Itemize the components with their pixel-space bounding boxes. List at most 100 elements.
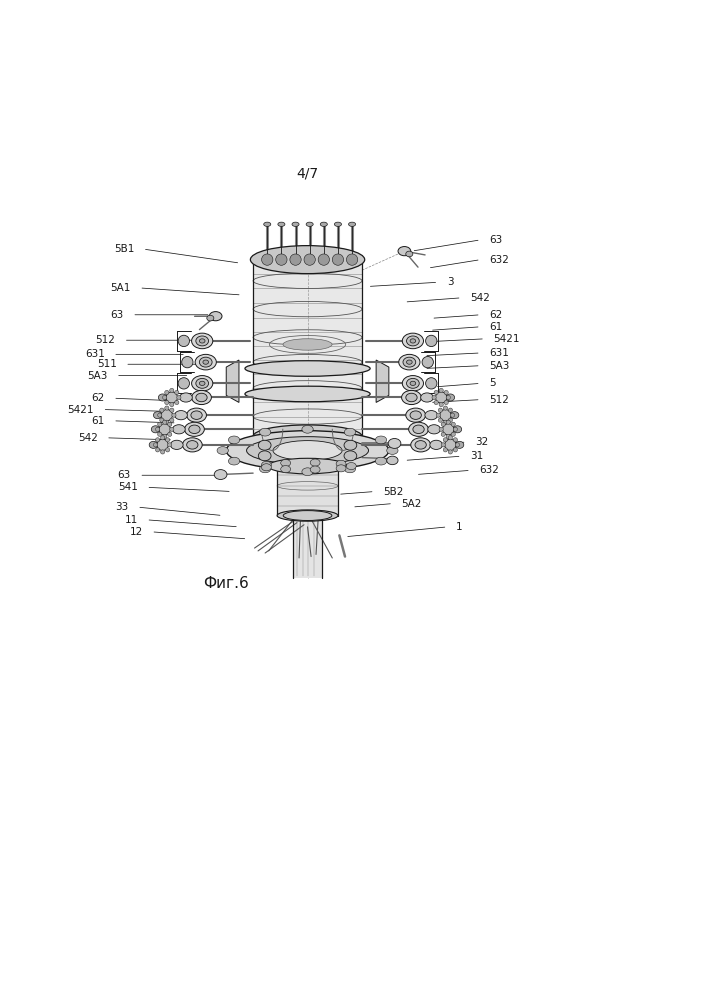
Ellipse shape [436, 392, 447, 403]
Ellipse shape [406, 251, 413, 257]
Text: 62: 62 [489, 310, 503, 320]
Ellipse shape [411, 438, 431, 452]
Circle shape [163, 434, 167, 438]
Circle shape [446, 395, 450, 400]
Circle shape [165, 406, 169, 410]
Text: 5421: 5421 [493, 334, 520, 344]
Ellipse shape [446, 394, 455, 401]
Text: 3: 3 [447, 277, 453, 287]
Ellipse shape [151, 426, 160, 433]
Ellipse shape [336, 460, 346, 467]
Ellipse shape [283, 339, 332, 350]
Ellipse shape [428, 425, 440, 434]
Circle shape [455, 443, 460, 447]
Ellipse shape [259, 428, 271, 436]
Ellipse shape [247, 437, 368, 464]
Circle shape [160, 450, 165, 454]
Circle shape [422, 356, 433, 368]
Text: 32: 32 [475, 437, 489, 447]
Ellipse shape [189, 425, 200, 434]
Ellipse shape [413, 425, 424, 434]
Text: 61: 61 [91, 416, 105, 426]
Ellipse shape [185, 422, 204, 436]
Ellipse shape [228, 457, 240, 465]
Ellipse shape [262, 461, 271, 468]
Ellipse shape [407, 378, 419, 388]
Ellipse shape [149, 441, 158, 448]
Text: 5A2: 5A2 [402, 499, 422, 509]
Circle shape [165, 438, 170, 442]
Circle shape [439, 427, 443, 431]
Ellipse shape [226, 431, 389, 470]
Ellipse shape [196, 393, 207, 402]
Polygon shape [376, 360, 389, 402]
Ellipse shape [206, 315, 214, 321]
Ellipse shape [440, 410, 451, 421]
Circle shape [438, 418, 443, 422]
Ellipse shape [375, 436, 387, 444]
Ellipse shape [310, 459, 320, 466]
Circle shape [453, 438, 457, 442]
Circle shape [438, 408, 443, 412]
Ellipse shape [320, 222, 327, 226]
Ellipse shape [344, 451, 357, 461]
Ellipse shape [192, 376, 213, 391]
Ellipse shape [410, 381, 416, 385]
Ellipse shape [245, 386, 370, 402]
Ellipse shape [409, 422, 428, 436]
Ellipse shape [425, 411, 438, 420]
Circle shape [443, 448, 448, 452]
Ellipse shape [375, 457, 387, 465]
Ellipse shape [166, 392, 177, 403]
Ellipse shape [407, 336, 419, 346]
Ellipse shape [199, 381, 205, 385]
Ellipse shape [258, 451, 271, 461]
Ellipse shape [258, 440, 271, 450]
Circle shape [165, 448, 170, 452]
Text: 512: 512 [489, 395, 509, 405]
Circle shape [160, 408, 164, 412]
Ellipse shape [209, 312, 222, 321]
Circle shape [156, 438, 160, 442]
Ellipse shape [170, 440, 183, 449]
Text: 63: 63 [489, 235, 503, 245]
Ellipse shape [273, 441, 342, 460]
Circle shape [165, 390, 169, 395]
Circle shape [160, 418, 164, 422]
Circle shape [444, 400, 448, 405]
Polygon shape [293, 516, 322, 578]
Ellipse shape [399, 354, 420, 370]
Ellipse shape [196, 378, 209, 388]
Circle shape [156, 448, 160, 452]
Ellipse shape [199, 357, 212, 367]
Circle shape [160, 436, 165, 440]
Ellipse shape [402, 390, 421, 405]
Polygon shape [253, 260, 362, 436]
Circle shape [318, 254, 329, 265]
Circle shape [453, 448, 457, 452]
Circle shape [156, 427, 160, 431]
Ellipse shape [310, 466, 320, 473]
Ellipse shape [277, 460, 338, 472]
Ellipse shape [228, 436, 240, 444]
Ellipse shape [196, 336, 209, 346]
Text: 62: 62 [91, 393, 105, 403]
Ellipse shape [281, 459, 291, 467]
Text: 61: 61 [489, 322, 503, 332]
Circle shape [178, 378, 189, 389]
Ellipse shape [415, 441, 426, 449]
Circle shape [443, 438, 448, 442]
Text: 542: 542 [470, 293, 490, 303]
Circle shape [446, 420, 450, 424]
Circle shape [441, 432, 445, 436]
Ellipse shape [187, 408, 206, 422]
Text: 511: 511 [97, 359, 117, 369]
Text: 631: 631 [85, 349, 105, 359]
Ellipse shape [159, 424, 170, 435]
Polygon shape [277, 466, 338, 516]
Ellipse shape [403, 357, 416, 367]
Ellipse shape [281, 466, 291, 473]
Circle shape [448, 436, 452, 440]
Circle shape [444, 390, 448, 395]
Text: 63: 63 [110, 310, 124, 320]
